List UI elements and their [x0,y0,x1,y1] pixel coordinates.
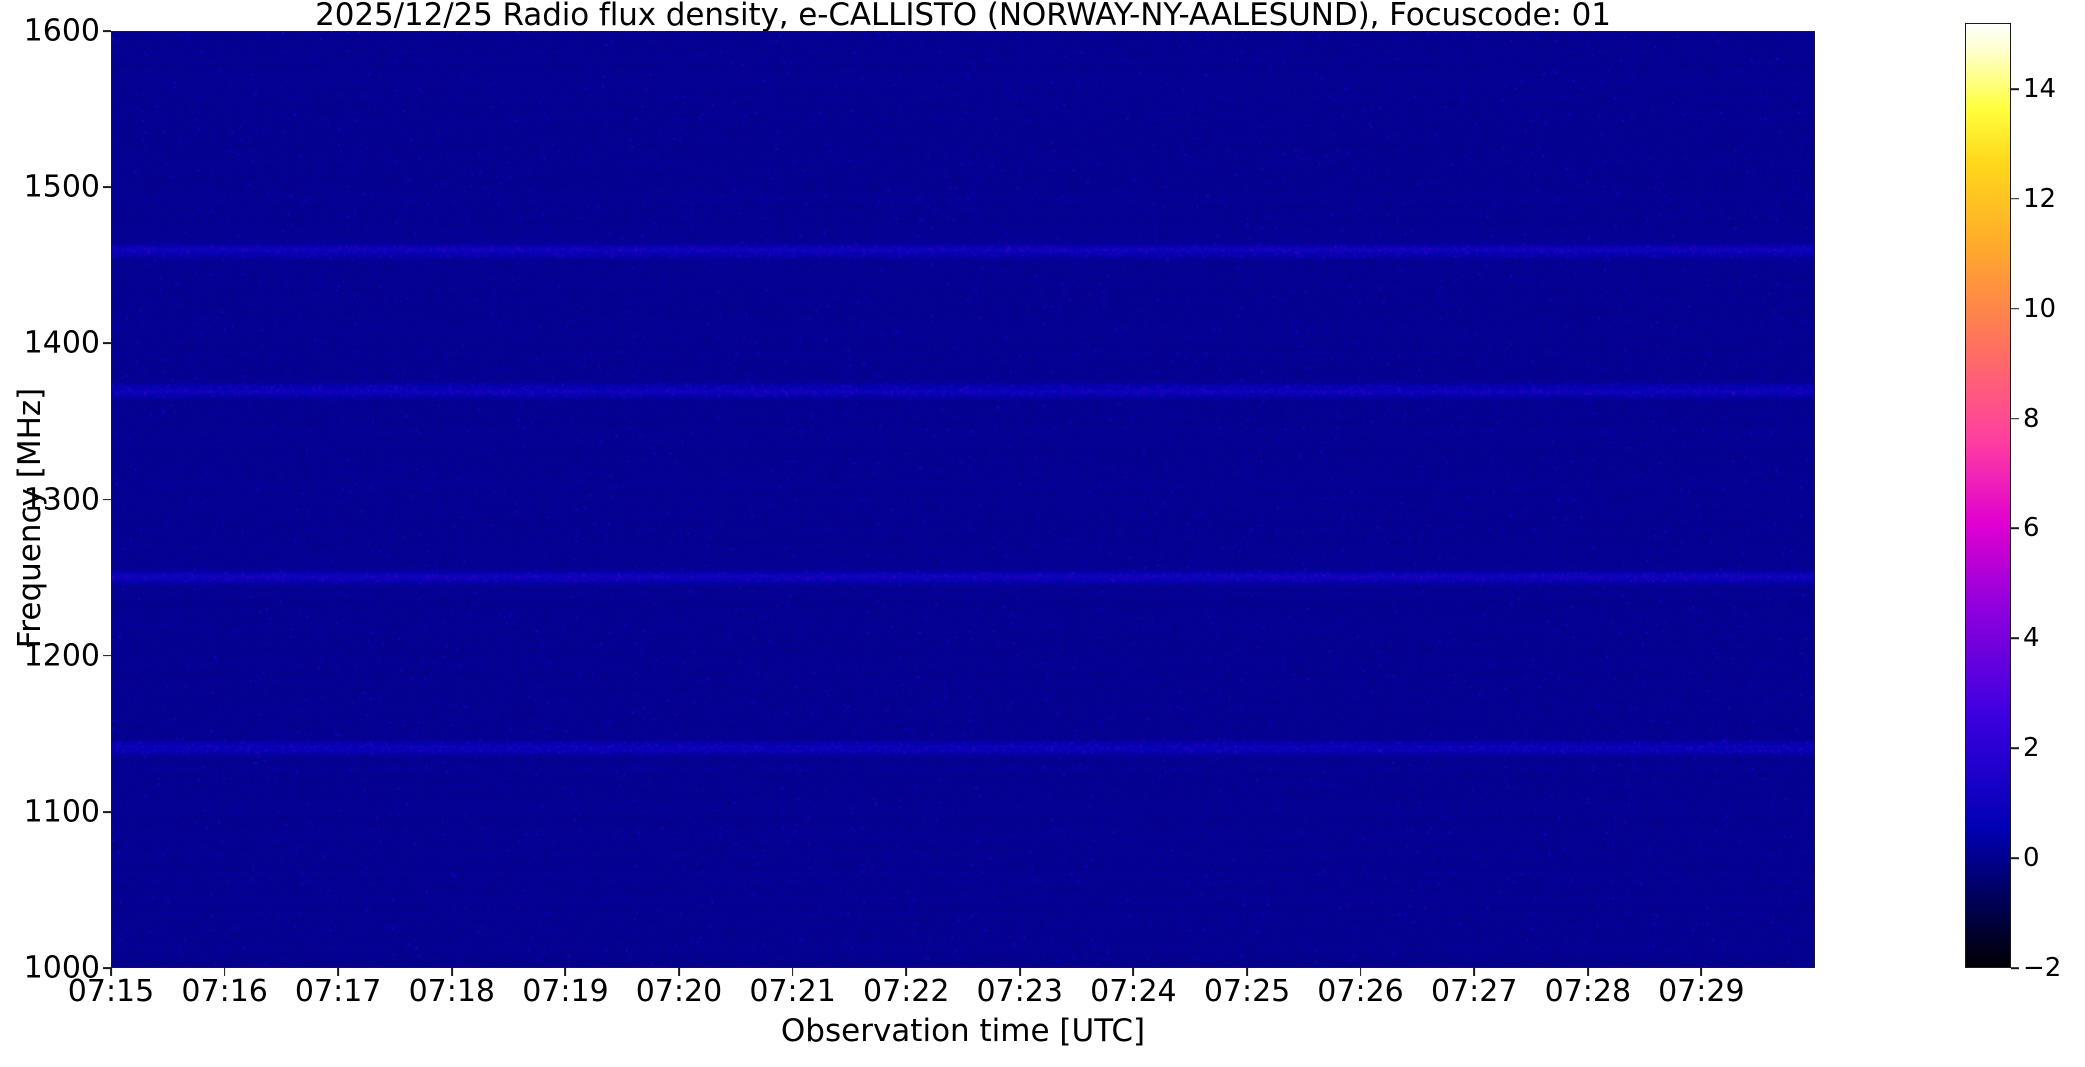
x-tick-label: 07:25 [1203,974,1291,1009]
y-tick-mark [103,186,111,189]
x-tick-label: 07:29 [1658,974,1745,1009]
x-tick-label: 07:26 [1317,974,1404,1009]
x-tick-mark [1700,968,1703,976]
x-tick-mark [1586,968,1589,976]
spectrogram-axes[interactable] [111,31,1815,968]
x-tick-mark [337,968,340,976]
colorbar-tick-label: 14 [2023,73,2057,104]
x-tick-mark [110,968,112,976]
y-tick-label: 1100 [23,794,100,830]
colorbar-tick-label: 4 [2023,623,2040,654]
page-title: 2025/12/25 Radio flux density, e-CALLIST… [315,0,1611,33]
x-tick-label: 07:24 [1090,974,1177,1009]
y-tick-mark [103,342,111,345]
x-tick-mark [1473,968,1476,976]
colorbar-tick-label: −2 [2023,953,2062,983]
y-tick-mark [103,30,111,32]
x-tick-label: 07:20 [635,974,723,1009]
colorbar-tick-mark [2011,417,2019,420]
x-tick-mark [791,968,794,976]
x-tick-label: 07:19 [522,974,609,1009]
colorbar-tick-label: 10 [2023,293,2057,324]
x-tick-label: 07:17 [294,974,382,1009]
x-tick-mark [1018,968,1021,976]
colorbar-tick-label: 2 [2023,733,2040,764]
x-tick-mark [223,968,226,976]
colorbar-tick-label: 0 [2023,843,2040,874]
y-tick-label: 1200 [23,638,100,674]
colorbar-tick-label: 12 [2023,183,2057,214]
y-axis-label: Frequency [MHz] [12,387,48,649]
x-tick-label: 07:18 [408,974,496,1009]
spectrogram-image [112,32,1814,967]
x-tick-mark [1132,968,1135,976]
x-tick-mark [450,968,453,976]
y-tick-mark [103,967,111,969]
x-tick-label: 07:23 [976,974,1063,1009]
y-tick-label: 1600 [23,13,100,49]
x-tick-mark [1246,968,1248,976]
y-tick-mark [103,498,111,501]
y-tick-label: 1000 [23,950,100,986]
y-tick-label: 1400 [23,325,100,361]
x-tick-mark [564,968,567,976]
x-tick-mark [678,968,680,976]
y-tick-label: 1300 [23,482,100,517]
y-tick-mark [103,654,111,657]
colorbar-tick-mark [2011,88,2019,90]
x-tick-label: 07:27 [1430,974,1518,1009]
colorbar-tick-mark [2011,967,2019,969]
colorbar-tick-mark [2011,527,2019,530]
colorbar-tick-mark [2011,747,2019,750]
x-tick-label: 07:21 [749,974,836,1009]
x-tick-mark [905,968,908,976]
colorbar-tick-label: 8 [2023,403,2040,434]
colorbar[interactable] [1965,23,2011,968]
x-tick-label: 07:28 [1544,974,1632,1009]
x-tick-mark [1359,968,1362,976]
colorbar-tick-mark [2011,198,2019,200]
x-tick-label: 07:15 [67,974,155,1009]
colorbar-tick-mark [2011,307,2019,310]
colorbar-tick-label: 6 [2023,513,2040,544]
x-axis-label: Observation time [UTC] [780,1013,1146,1049]
x-tick-label: 07:16 [181,974,268,1009]
y-tick-label: 1500 [23,169,100,205]
colorbar-tick-mark [2011,857,2019,859]
y-tick-mark [103,810,111,813]
x-tick-label: 07:22 [863,974,950,1009]
colorbar-gradient [1965,23,2011,968]
colorbar-tick-mark [2011,637,2019,640]
